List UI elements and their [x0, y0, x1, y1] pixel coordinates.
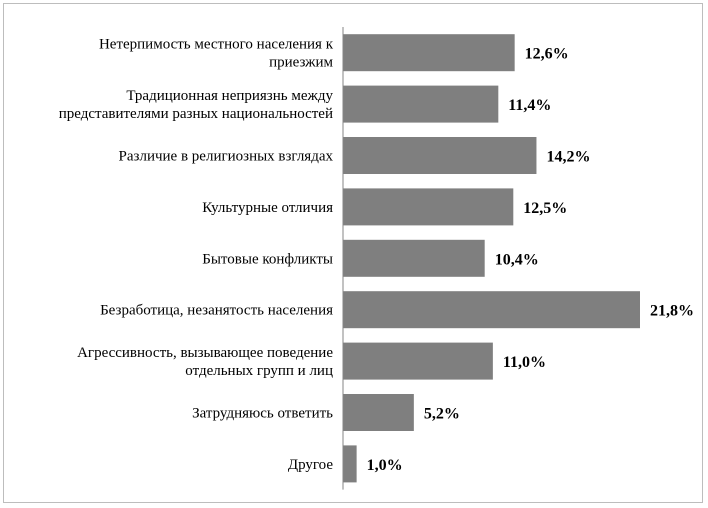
- bar-3: [343, 137, 537, 174]
- category-label-line: представителями разных национальностей: [59, 106, 333, 122]
- bar-4: [343, 188, 514, 226]
- category-label-line: Другое: [288, 457, 333, 473]
- category-label-5: Бытовые конфликты: [202, 251, 333, 267]
- value-label-6: 21,8%: [650, 303, 694, 320]
- bar-5: [343, 239, 485, 277]
- category-label-line: Агрессивность, вызывающее поведение: [77, 345, 333, 361]
- category-label-6: Безработица, незанятость населения: [100, 303, 333, 319]
- category-label-1: Нетерпимость местного населения к приезжи…: [99, 37, 334, 71]
- bar-6: [343, 291, 640, 329]
- category-label-line: Нетерпимость местного населения к: [99, 37, 334, 53]
- category-label-line: Бытовые конфликты: [202, 251, 333, 267]
- bar-2: [343, 85, 499, 123]
- bars-layer: [343, 34, 640, 483]
- category-label-line: Культурные отличия: [202, 200, 333, 216]
- category-label-line: Традиционная неприязнь между: [126, 88, 333, 104]
- bar-7: [343, 342, 493, 380]
- bar-8: [343, 394, 414, 431]
- category-label-7: Агрессивность, вызывающее поведение отдел…: [77, 345, 333, 379]
- value-label-7: 11,0%: [503, 354, 546, 371]
- category-label-9: Другое: [288, 457, 333, 473]
- chart-frame: Нетерпимость местного населения к приезжи…: [3, 3, 703, 503]
- value-label-2: 11,4%: [508, 97, 551, 114]
- category-label-line: Безработица, незанятость населения: [100, 303, 333, 319]
- value-label-4: 12,5%: [523, 200, 567, 217]
- category-label-line: Затрудняюсь ответить: [192, 406, 333, 422]
- value-label-5: 10,4%: [495, 251, 539, 268]
- bar-1: [343, 34, 515, 72]
- value-labels-layer: 12,6% 11,4% 14,2% 12,5% 10,4% 21,8% 11,0% 5,2% 1…: [367, 46, 694, 474]
- category-labels-layer: Нетерпимость местного населения к приезжи…: [59, 37, 334, 473]
- category-label-4: Культурные отличия: [202, 200, 333, 216]
- category-label-line: приезжим: [269, 55, 333, 71]
- value-label-8: 5,2%: [424, 406, 460, 423]
- value-label-9: 1,0%: [367, 457, 403, 474]
- category-label-3: Различие в религиозных взглядах: [119, 149, 334, 165]
- category-label-line: отдельных групп и лиц: [185, 363, 333, 379]
- bar-chart: Нетерпимость местного населения к приезжи…: [59, 27, 694, 490]
- category-label-8: Затрудняюсь ответить: [192, 406, 333, 422]
- value-label-1: 12,6%: [525, 46, 569, 63]
- category-label-line: Различие в религиозных взглядах: [119, 149, 334, 165]
- bar-9: [343, 445, 357, 483]
- value-label-3: 14,2%: [546, 149, 590, 166]
- category-label-2: Традиционная неприязнь между представител…: [59, 88, 334, 122]
